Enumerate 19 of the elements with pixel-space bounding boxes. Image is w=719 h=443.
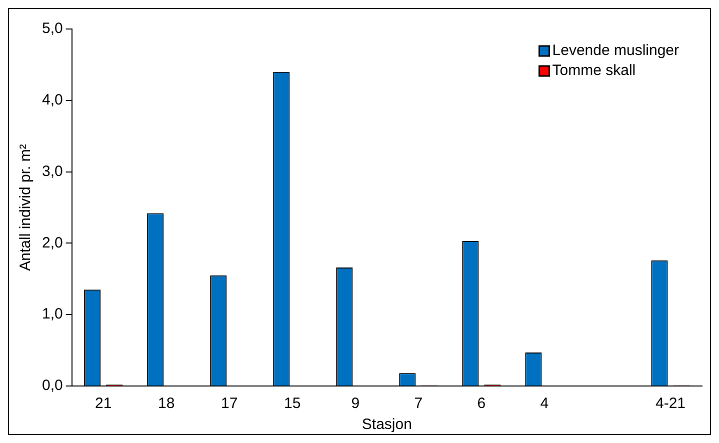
y-axis-title: Antall individ pr. m²	[17, 144, 34, 271]
y-tick-label: 4,0	[42, 92, 63, 109]
x-tick-label: 7	[414, 395, 423, 412]
x-tick-label: 4	[540, 395, 549, 412]
x-tick-label: 21	[95, 395, 112, 412]
x-tick-label: 15	[284, 395, 301, 412]
y-tick-label: 5,0	[42, 20, 63, 38]
y-tick-label: 1,0	[42, 306, 63, 323]
x-tick-label: 6	[477, 395, 486, 412]
legend-label: Tomme skall	[552, 62, 636, 80]
y-tick-label: 2,0	[42, 234, 63, 252]
y-tick-label: 3,0	[42, 162, 63, 180]
x-tick-label: 9	[351, 395, 360, 412]
x-tick-label: 4-21	[655, 395, 686, 412]
y-tick-label: 0,0	[42, 377, 63, 394]
x-tick-label: 18	[158, 395, 175, 412]
x-axis-title: Stasjon	[362, 416, 412, 434]
x-tick-label: 17	[221, 395, 238, 412]
legend-label: Levende muslinger	[552, 42, 680, 60]
